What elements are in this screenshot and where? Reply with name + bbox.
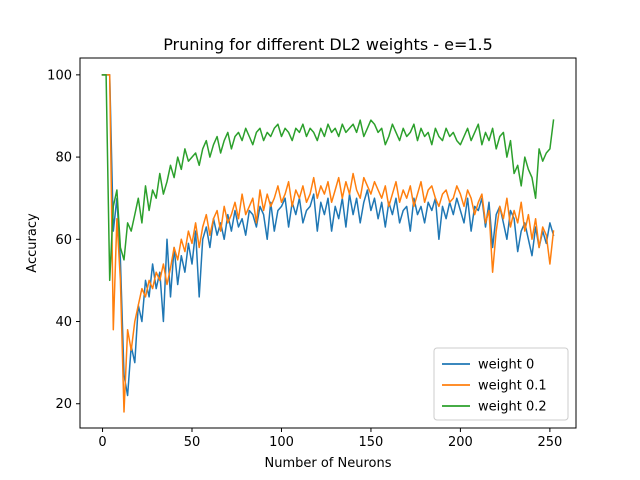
x-axis: 0 50 100 150 200 250 bbox=[98, 428, 562, 450]
series-line-3 bbox=[101, 74, 555, 282]
y-tick-label: 20 bbox=[55, 397, 72, 412]
series-layer bbox=[101, 74, 555, 413]
y-tick-label: 40 bbox=[55, 315, 72, 330]
legend-label: weight 0.2 bbox=[478, 400, 547, 415]
y-axis: 20 40 60 80 100 bbox=[47, 68, 80, 412]
series-line-1 bbox=[101, 74, 555, 397]
x-axis-label: Number of Neurons bbox=[264, 456, 391, 471]
y-tick-label: 100 bbox=[47, 68, 72, 83]
legend-box bbox=[433, 347, 569, 421]
legend: weight 0 weight 0.1 weight 0.2 bbox=[433, 347, 569, 421]
x-tick-label: 0 bbox=[98, 435, 106, 450]
x-tick-label: 50 bbox=[184, 435, 201, 450]
y-axis-label: Accuracy bbox=[25, 213, 40, 273]
axes-frame bbox=[79, 57, 577, 429]
series-line-2 bbox=[101, 74, 555, 413]
y-tick-label: 80 bbox=[55, 151, 72, 166]
y-tick-label: 60 bbox=[55, 233, 72, 248]
x-tick-label: 150 bbox=[359, 435, 384, 450]
x-tick-label: 250 bbox=[537, 435, 562, 450]
legend-label: weight 0.1 bbox=[478, 379, 547, 394]
x-tick-label: 200 bbox=[448, 435, 473, 450]
legend-label: weight 0 bbox=[478, 358, 534, 373]
chart-title: Pruning for different DL2 weights - e=1.… bbox=[163, 35, 493, 54]
x-tick-label: 100 bbox=[269, 435, 294, 450]
